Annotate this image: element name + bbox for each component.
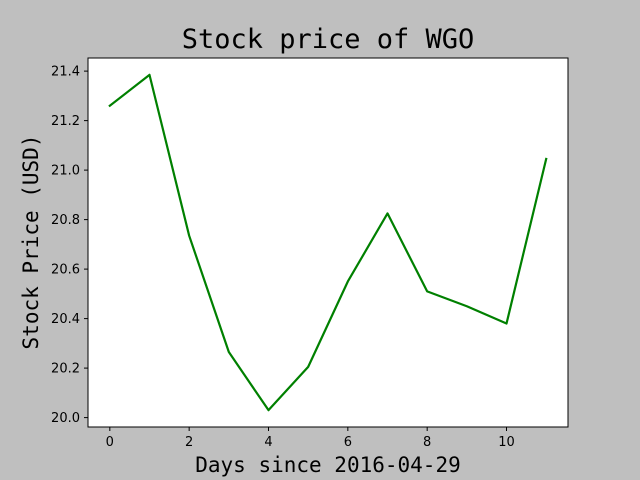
series-layer [108, 73, 548, 412]
x-tick-label: 2 [185, 435, 193, 450]
y-tick-label: 20.2 [51, 362, 80, 377]
y-axis-ticks: 20.0 20.2 20.4 20.6 20.8 21.0 21.2 21.4 [51, 65, 88, 426]
y-tick-label: 20.8 [51, 213, 80, 228]
series-line [108, 73, 548, 412]
y-tick-label: 20.0 [51, 411, 80, 426]
x-tick-label: 10 [498, 435, 515, 450]
x-axis-label: Days since 2016-04-29 [195, 453, 461, 477]
x-tick-label: 4 [264, 435, 272, 450]
plot-area [87, 57, 569, 428]
x-axis-ticks: 0 2 4 6 8 10 [106, 427, 515, 450]
x-tick-label: 0 [106, 435, 114, 450]
y-tick-label: 21.0 [51, 164, 80, 179]
y-tick-label: 21.4 [51, 65, 80, 80]
chart-title: Stock price of WGO [182, 24, 475, 55]
y-tick-label: 21.2 [51, 114, 80, 129]
y-tick-label: 20.6 [51, 263, 80, 278]
y-tick-label: 20.4 [51, 312, 80, 327]
x-tick-label: 6 [344, 435, 352, 450]
x-tick-label: 8 [423, 435, 431, 450]
y-axis-label: Stock Price (USD) [19, 135, 43, 350]
